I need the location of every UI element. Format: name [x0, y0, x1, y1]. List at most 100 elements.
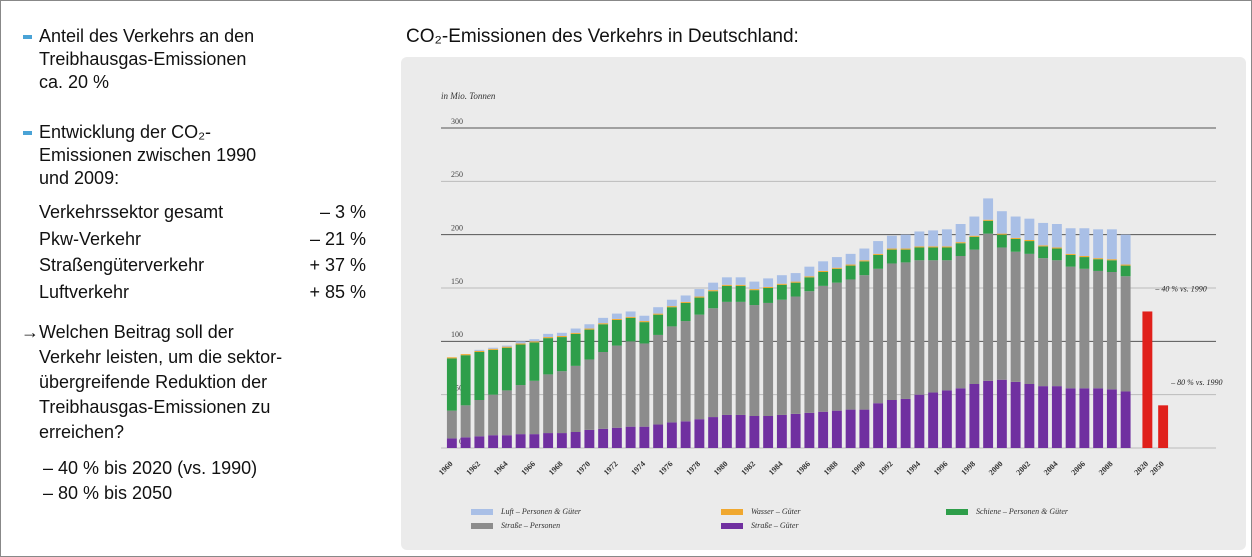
bar-segment — [1038, 245, 1049, 247]
bullet-text: Entwicklung der CO₂- — [39, 122, 212, 142]
bar-segment — [625, 311, 636, 317]
bar-segment — [1106, 272, 1117, 390]
bar-segment — [515, 341, 526, 344]
bullet-text: Emissionen zwischen 1990 — [39, 145, 257, 165]
bar-segment — [914, 247, 925, 261]
bar-segment — [598, 317, 609, 324]
bar-segment — [625, 341, 636, 427]
bar-segment — [914, 260, 925, 395]
bar-segment — [735, 301, 746, 415]
question-text: Treibhausgas-Emissionen zu — [39, 397, 271, 417]
bar-segment — [570, 432, 581, 448]
bar-segment — [1093, 259, 1104, 271]
bar-segment — [1093, 229, 1104, 259]
bullet-text: ca. 20 % — [39, 72, 110, 92]
bar-segment — [598, 324, 609, 352]
annotation: – 80 % vs. 1990 — [1170, 378, 1222, 387]
bar-segment — [776, 275, 787, 284]
bar-segment — [1024, 253, 1035, 384]
bar-segment — [515, 343, 526, 345]
bar-segment — [680, 295, 691, 302]
bar-segment — [928, 246, 939, 248]
bar-segment — [845, 253, 856, 265]
bar-segment — [488, 347, 499, 349]
bar-segment — [625, 317, 636, 342]
bar-segment — [1065, 388, 1076, 448]
bar-segment — [1010, 251, 1021, 382]
bar-segment — [818, 270, 829, 272]
bar-segment — [983, 220, 994, 234]
bar-segment — [886, 249, 897, 264]
bar-segment — [886, 235, 897, 249]
bar-segment — [708, 417, 719, 448]
bar-segment — [1120, 264, 1131, 266]
bar-segment — [969, 384, 980, 448]
bar-segment — [969, 235, 980, 237]
change-label: Straßengüterverkehr — [39, 255, 205, 275]
bar-segment — [859, 261, 870, 276]
bar-segment — [955, 224, 966, 243]
change-value: + 85 % — [309, 281, 366, 302]
change-value: + 37 % — [309, 255, 366, 275]
bar-segment — [1106, 389, 1117, 448]
bar-segment — [611, 313, 622, 319]
bar-segment — [1079, 388, 1090, 448]
bar-segment — [584, 429, 595, 448]
bar-segment — [776, 284, 787, 300]
bar-segment — [996, 234, 1007, 248]
bar-segment — [1038, 222, 1049, 246]
bar-segment — [488, 349, 499, 395]
bar-segment — [446, 357, 457, 359]
bar-segment — [735, 414, 746, 448]
bar-segment — [1106, 229, 1117, 260]
bar-segment — [749, 416, 760, 448]
bar-segment — [694, 419, 705, 448]
legend-label: Straße – Güter — [751, 521, 799, 530]
bar-segment — [639, 322, 650, 344]
bar-segment — [584, 329, 595, 360]
bar-segment — [735, 284, 746, 286]
bar-segment — [941, 229, 952, 247]
bar-segment — [446, 438, 457, 448]
bar-segment — [666, 299, 677, 307]
bar-segment — [570, 333, 581, 366]
bar-segment — [1051, 248, 1062, 261]
bar-segment — [611, 345, 622, 428]
bar-segment — [983, 198, 994, 220]
bar-segment — [831, 268, 842, 283]
bar-segment — [570, 332, 581, 334]
chart-title: CO₂-Emissionen des Verkehrs in Deutschla… — [406, 26, 799, 47]
bar-segment — [446, 410, 457, 439]
bar-segment — [639, 426, 650, 448]
bar-segment — [749, 281, 760, 290]
bar-segment — [900, 398, 911, 448]
bar-segment — [1079, 256, 1090, 258]
bar-segment — [1051, 247, 1062, 249]
bar-segment — [460, 405, 471, 438]
bar-segment — [845, 279, 856, 410]
bar-segment — [996, 211, 1007, 234]
bar-segment — [515, 434, 526, 448]
bar-segment — [928, 260, 939, 393]
bar-segment — [611, 427, 622, 448]
bar-segment — [900, 248, 911, 250]
bar-segment — [749, 289, 760, 291]
bar-segment — [900, 262, 911, 399]
y-tick-label: 250 — [451, 170, 463, 179]
bar-segment — [584, 328, 595, 330]
bar-segment — [763, 288, 774, 303]
bar-segment — [763, 278, 774, 287]
bar-segment — [1079, 268, 1090, 389]
bar-segment — [474, 349, 485, 351]
bar-segment — [543, 338, 554, 375]
bar-segment — [790, 281, 801, 283]
bar-segment — [1010, 238, 1021, 252]
bar-segment — [721, 284, 732, 286]
bar-segment — [543, 374, 554, 434]
y-tick-label: 300 — [451, 117, 463, 126]
bar-segment — [625, 316, 636, 318]
bar-segment — [845, 409, 856, 448]
bar-segment — [914, 394, 925, 448]
bullet-text: Treibhausgas-Emissionen — [39, 49, 247, 69]
